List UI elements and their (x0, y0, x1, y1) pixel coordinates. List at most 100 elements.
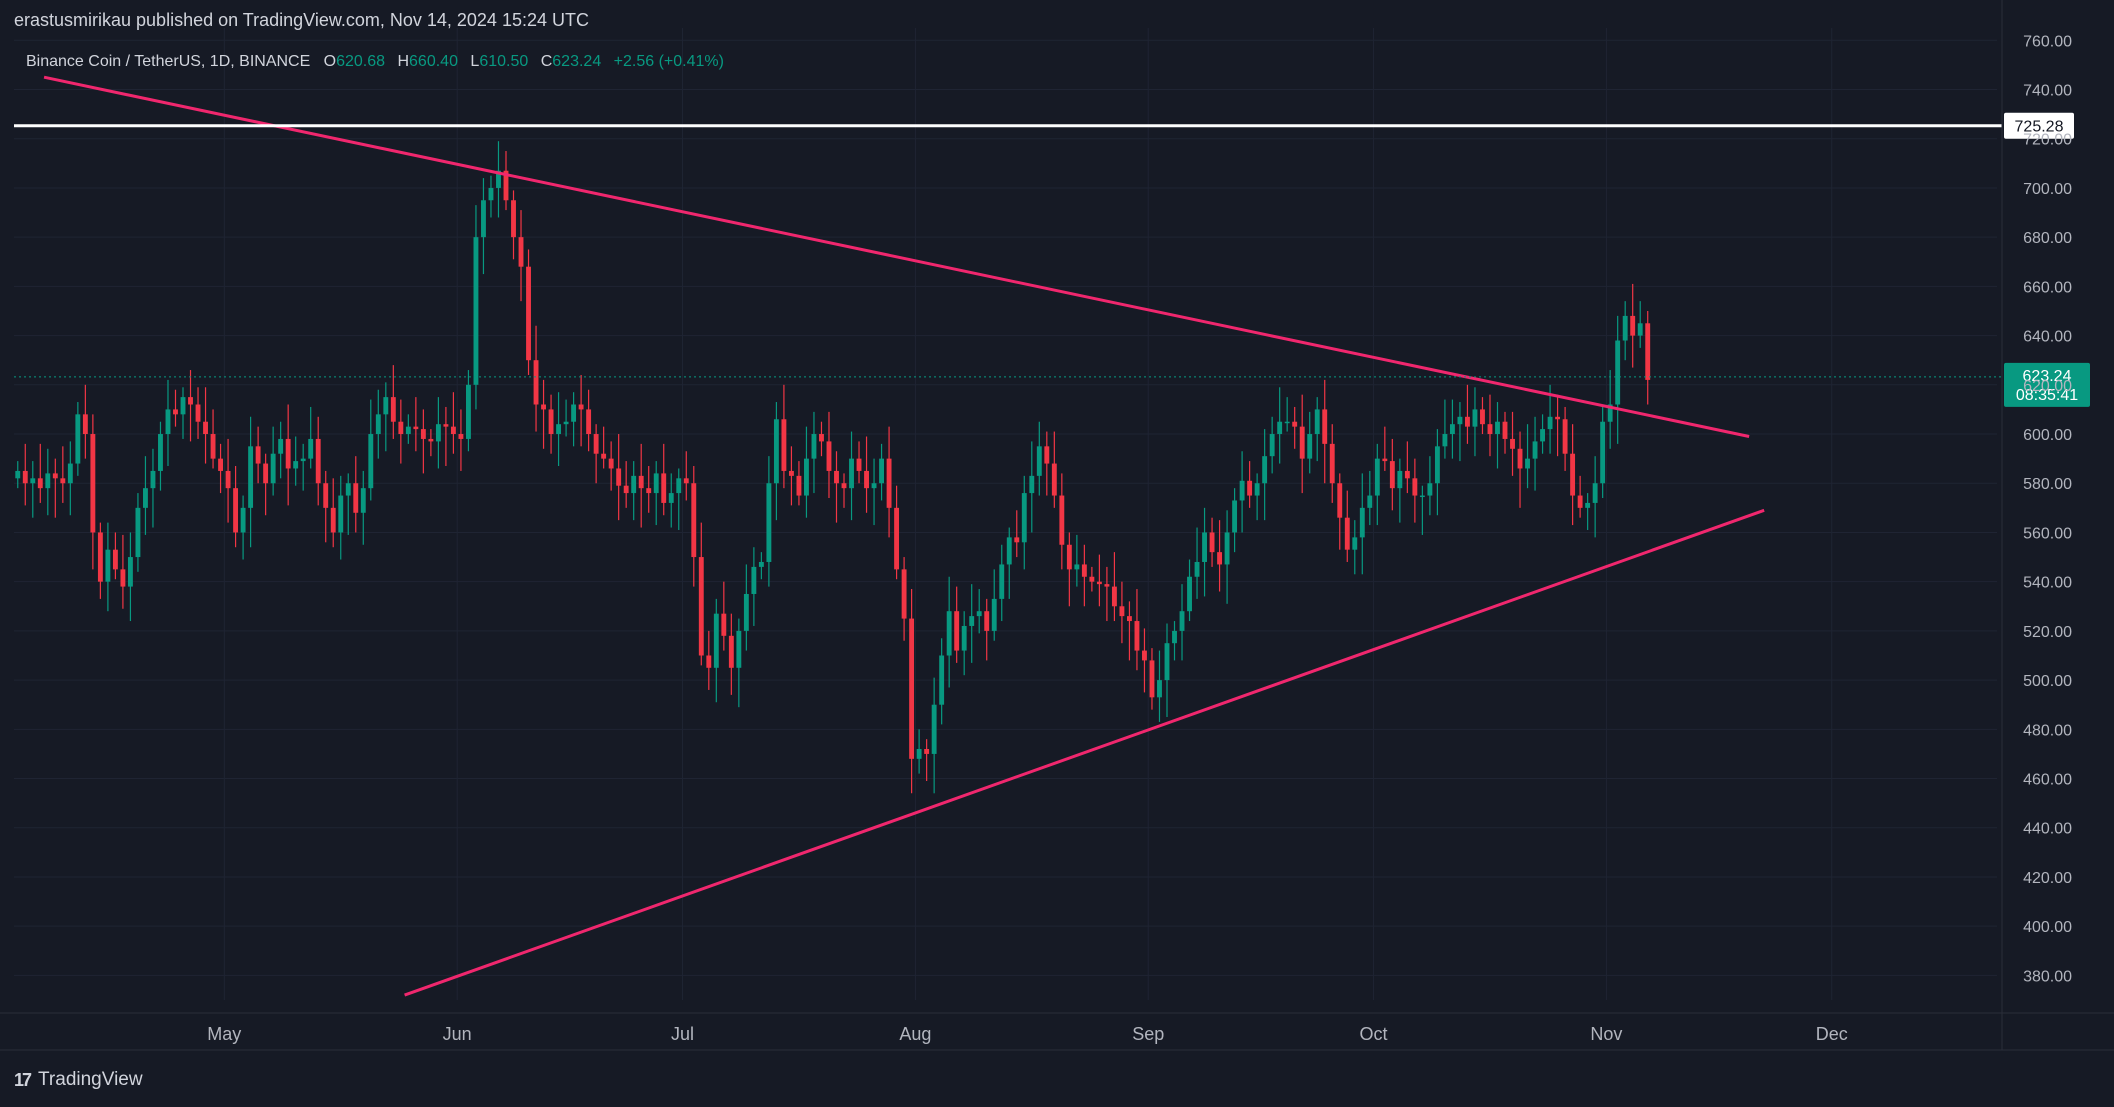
candle-body (1254, 483, 1260, 496)
candle-body (1442, 434, 1448, 447)
candle-body (1119, 606, 1125, 617)
candle-body (578, 404, 584, 410)
month-tick-label: Nov (1590, 1024, 1622, 1044)
candle-body (1059, 495, 1065, 545)
trendlines[interactable] (43, 75, 1765, 997)
low-label: L (470, 53, 480, 70)
candle-body (1014, 537, 1020, 543)
candle-body (1006, 537, 1012, 565)
candle-body (969, 616, 975, 626)
last-price-badge (2004, 362, 2090, 407)
axes: 760.00 740.00 720.00 700.00 680.00 660.00 640.… (0, 0, 2114, 1051)
month-tick-label: Jun (443, 1024, 472, 1044)
price-tick-label: 580.00 (2023, 476, 2072, 493)
candle-body (1142, 650, 1147, 661)
price-tick-label: 380.00 (2023, 968, 2072, 985)
candle-body (1577, 495, 1583, 508)
candle-body (503, 170, 509, 201)
candle-body (751, 566, 757, 594)
candle-body (1322, 409, 1328, 444)
price-tick-label: 540.00 (2023, 575, 2072, 592)
month-tick-label: Jul (671, 1024, 694, 1044)
candle-body (1172, 630, 1177, 644)
price-tick-label: 720.00 (2023, 132, 2072, 149)
candle-body (270, 453, 276, 484)
symbol-legend[interactable]: Binance Coin / TetherUS, 1D, BINANCE O62… (26, 53, 732, 71)
candle-body (1487, 424, 1493, 435)
candle-body (788, 470, 794, 476)
candle-body (1434, 446, 1440, 484)
candle-body (781, 419, 787, 471)
candle-body (180, 397, 186, 415)
candle-body (112, 549, 118, 570)
candle-body (916, 749, 922, 759)
month-tick-label: Sep (1132, 1024, 1164, 1044)
candle-body (518, 237, 524, 267)
candle-body (1036, 446, 1042, 476)
horizontal-level-label: 725.28 (2015, 119, 2064, 136)
candle-body (849, 458, 854, 489)
candle-body (1344, 517, 1350, 550)
symbol-name: Binance Coin / TetherUS, 1D, BINANCE (26, 53, 311, 70)
candle-body (360, 488, 366, 513)
candle-body (405, 426, 411, 435)
candle-body (1104, 584, 1110, 587)
candle-body (1126, 616, 1132, 622)
candle-body (345, 483, 351, 496)
candle-body (488, 187, 494, 201)
candle-body (1419, 495, 1425, 498)
candle-body (383, 397, 389, 415)
candle-body (150, 470, 156, 489)
candle-body (946, 611, 952, 656)
candle-body (511, 200, 516, 238)
candle-body (1111, 586, 1117, 607)
candle-body (368, 434, 374, 489)
candle-body (315, 438, 321, 484)
trendline-upper[interactable] (43, 75, 1750, 438)
candle-body (1472, 409, 1478, 427)
last-price-label: 623.24 (2023, 368, 2072, 385)
candle-body (263, 463, 269, 484)
candle-body (646, 488, 652, 494)
candle-body (1397, 470, 1403, 489)
price-tick-label: 700.00 (2023, 181, 2072, 198)
candle-body (691, 483, 697, 558)
candle-body (1645, 323, 1651, 380)
high-value: 660.40 (409, 53, 458, 70)
candle-body (435, 424, 441, 442)
candle-body (924, 749, 930, 754)
candle-body (616, 468, 622, 486)
candle-body (864, 470, 869, 489)
candle-body (773, 419, 779, 484)
candle-body (668, 493, 674, 503)
candle-body (841, 483, 847, 489)
trendline-lower[interactable] (404, 508, 1765, 997)
candle-body (90, 434, 96, 533)
month-tick-label: Oct (1360, 1024, 1388, 1044)
candle-body (1480, 409, 1485, 425)
candle-body (1404, 470, 1410, 479)
month-tick-label: Aug (899, 1024, 931, 1044)
candle-body (533, 360, 539, 405)
price-tick-label: 480.00 (2023, 722, 2072, 739)
price-tick-label: 600.00 (2023, 427, 2072, 444)
candle-body (127, 557, 133, 587)
candle-body (1457, 416, 1463, 425)
candle-body (1367, 495, 1373, 508)
price-tick-label: 620.00 (2023, 378, 2072, 395)
candle-body (1096, 581, 1102, 585)
candle-body (1427, 483, 1433, 496)
publish-info: erastusmirikau published on TradingView.… (14, 10, 589, 30)
footer: 17 TradingView (14, 1069, 143, 1091)
candle-body (120, 569, 126, 587)
candle-body (1157, 680, 1162, 698)
horizontal-level[interactable]: 725.28 623.24 08:35:41 (14, 112, 2090, 407)
low-value: 610.50 (479, 53, 529, 70)
brand-name[interactable]: TradingView (38, 1069, 143, 1090)
candle-body (1029, 475, 1035, 494)
candle-body (300, 458, 306, 462)
candle-body (1239, 480, 1245, 501)
close-label: C (540, 53, 553, 70)
candle-body (706, 655, 712, 668)
